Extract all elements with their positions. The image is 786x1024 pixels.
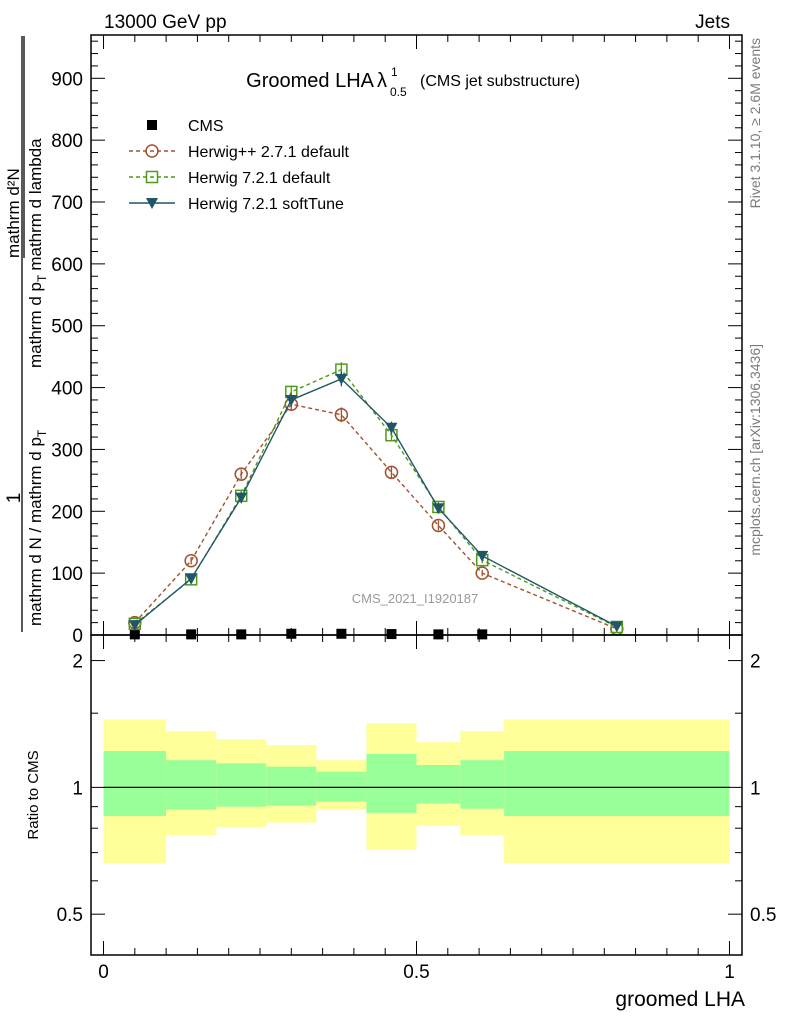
ratio-ytick-label: 0.5 (57, 905, 83, 926)
xtick-label: 0 (98, 962, 109, 983)
main-ytick-label: 100 (51, 564, 83, 585)
plot-title: Groomed LHA λ 1 0.5 (CMS jet substructur… (246, 65, 580, 99)
ratio-band-inner (416, 765, 461, 804)
data-point (128, 620, 141, 632)
legend-entry: Herwig++ 2.7.1 default (129, 144, 350, 161)
main-ytick-label: 300 (51, 440, 83, 461)
ratio-band-inner (460, 760, 505, 809)
x-axis-label: groomed LHA (615, 988, 745, 1011)
data-point (476, 550, 489, 562)
main-ytick-label: 800 (51, 131, 83, 152)
main-ytick-label: 0 (72, 626, 83, 647)
data-point (384, 465, 399, 480)
legend: CMS Herwig++ 2.7.1 default Herwig 7.2.1 de… (129, 118, 350, 213)
main-ytick-label: 200 (51, 502, 83, 523)
main-axis-ticks: 0 100 200 300 400 500 600 700 800 900 (51, 35, 742, 647)
data-point (334, 408, 349, 422)
data-point (286, 628, 297, 639)
series-3 (128, 371, 623, 633)
header-right: Jets (695, 12, 730, 33)
ylabel-rhs-numerator: mathrm d²N (4, 168, 23, 258)
data-point (431, 518, 446, 533)
ylabel-denominator: mathrm d N / mathrm d pT (26, 429, 49, 626)
data-point (386, 629, 397, 640)
title-lambda: λ (377, 70, 387, 92)
ratio-band-inner (366, 754, 417, 813)
legend-entry: Herwig 7.2.1 default (129, 170, 331, 187)
legend-label: Herwig++ 2.7.1 default (188, 144, 350, 161)
legend-marker (145, 170, 159, 184)
side-mcplots-text: mcplots.cern.ch [arXiv:1306.3436] (747, 344, 763, 556)
ratio-ylabel: Ratio to CMS (25, 750, 42, 839)
title-note: (CMS jet substructure) (420, 73, 580, 90)
data-point (235, 492, 248, 504)
ratio-axis-ticks: 0.5 0.5 1 1 2 2 0 0.5 1 (57, 635, 776, 983)
main-ytick-label: 600 (51, 255, 83, 276)
series-0 (129, 628, 488, 640)
ratio-ytick-label-right: 0.5 (750, 905, 776, 926)
main-ylabel: 1 mathrm d N / mathrm d pT mathrm d²N ma… (4, 36, 49, 632)
data-point (234, 467, 248, 481)
ratio-bands (103, 719, 730, 864)
ratio-band-inner (316, 771, 367, 802)
legend-entry: Herwig 7.2.1 softTune (129, 196, 344, 213)
ratio-ytick-label: 1 (72, 778, 83, 799)
ratio-frame (90, 634, 743, 956)
main-ytick-label: 700 (51, 193, 83, 214)
ratio-band-inner (103, 750, 167, 817)
ylabel-rhs-denominator: mathrm d pTmathrm d lambda (26, 138, 49, 368)
data-point (385, 422, 398, 434)
legend-marker (145, 144, 159, 158)
series-line (134, 403, 618, 630)
ratio-band-inner (216, 763, 267, 807)
data-point (185, 573, 198, 585)
xtick-label: 1 (724, 962, 735, 983)
ratio-ytick-label-right: 2 (750, 652, 761, 673)
series-line (134, 378, 618, 627)
main-ytick-label: 400 (51, 379, 83, 400)
side-rivet-text: Rivet 3.1.10, ≥ 2.6M events (747, 38, 763, 208)
legend-label: Herwig 7.2.1 softTune (188, 196, 344, 213)
legend-marker (146, 198, 158, 209)
data-point (336, 628, 347, 639)
ratio-band-inner (266, 766, 317, 806)
data-point (610, 621, 623, 633)
xtick-label: 0.5 (403, 962, 429, 983)
legend-label: Herwig 7.2.1 default (188, 170, 331, 187)
title-main: Groomed LHA (246, 70, 374, 92)
legend-entry: CMS (147, 118, 224, 135)
legend-label: CMS (188, 118, 224, 135)
ratio-ytick-label: 2 (72, 652, 83, 673)
data-point (475, 566, 489, 580)
data-point (432, 503, 445, 515)
data-point (335, 373, 348, 385)
ylabel-numerator: 1 (4, 493, 25, 504)
ratio-band-inner (504, 750, 730, 817)
analysis-watermark: CMS_2021_I1920187 (352, 591, 479, 606)
legend-marker (147, 120, 157, 130)
ratio-band-inner (166, 760, 217, 810)
header-left: 13000 GeV pp (104, 12, 227, 33)
title-sub: 0.5 (390, 85, 407, 99)
data-point (285, 394, 298, 406)
main-ytick-label: 900 (51, 69, 83, 90)
title-sup: 1 (391, 65, 398, 79)
main-ytick-label: 500 (51, 317, 83, 338)
ratio-ytick-label-right: 1 (750, 778, 761, 799)
data-point (184, 554, 198, 568)
